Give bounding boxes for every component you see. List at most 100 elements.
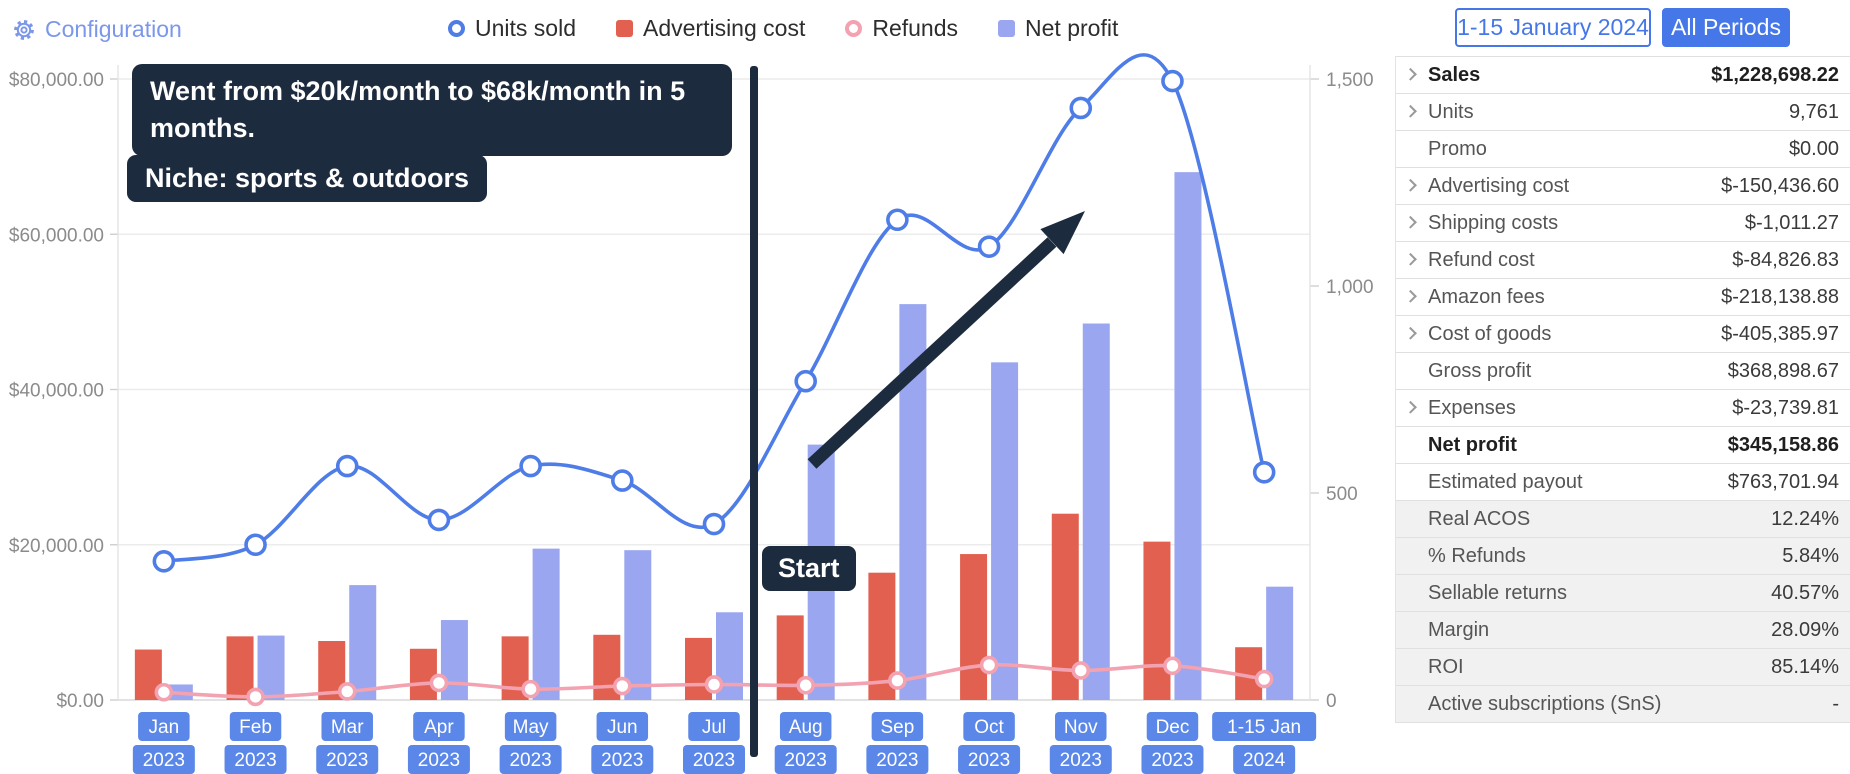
svg-text:Jan: Jan bbox=[149, 717, 180, 738]
metric-row-expenses[interactable]: Expenses $-23,739.81 bbox=[1396, 390, 1850, 427]
legend-item-units-sold[interactable]: Units sold bbox=[448, 15, 576, 42]
gear-icon bbox=[14, 19, 34, 40]
square-marker-icon bbox=[615, 20, 633, 37]
configuration-label: Configuration bbox=[45, 16, 182, 42]
metric-value: $763,701.94 bbox=[1727, 470, 1839, 493]
metric-label: Refund cost bbox=[1428, 248, 1535, 271]
metric-row-amazon-fees[interactable]: Amazon fees $-218,138.88 bbox=[1396, 279, 1850, 316]
net-profit-bars bbox=[165, 172, 1294, 700]
svg-text:2023: 2023 bbox=[1151, 750, 1193, 771]
metric-row-cost-of-goods[interactable]: Cost of goods $-405,385.97 bbox=[1396, 316, 1850, 353]
annotation-growth: Went from $20k/month to $68k/month in 5 … bbox=[132, 64, 732, 156]
legend-item-advertising-cost[interactable]: Advertising cost bbox=[615, 15, 806, 42]
configuration-link[interactable]: Configuration bbox=[12, 16, 182, 43]
metric-value: 28.09% bbox=[1771, 618, 1839, 641]
svg-text:Sep: Sep bbox=[880, 717, 914, 738]
metric-value: 9,761 bbox=[1788, 100, 1839, 123]
metric-row-refund-cost[interactable]: Refund cost $-84,826.83 bbox=[1396, 242, 1850, 279]
svg-text:500: 500 bbox=[1326, 484, 1358, 505]
chart-legend: Units sold Advertising cost Refunds Net pro… bbox=[448, 15, 1118, 42]
svg-text:Oct: Oct bbox=[974, 717, 1004, 738]
refunds-line bbox=[154, 655, 1274, 707]
metric-label: Sales bbox=[1428, 63, 1481, 86]
metric-label: Active subscriptions (SnS) bbox=[1428, 692, 1662, 715]
chart-axes: $0.00 $20,000.00 $40,000.00 $60,000.00 $80,0… bbox=[9, 65, 1374, 712]
circle-marker-icon bbox=[845, 20, 863, 37]
metrics-panel: Sales $1,228,698.22 Units 9,761 Promo $0.00 Ad… bbox=[1395, 56, 1850, 723]
svg-text:2023: 2023 bbox=[601, 750, 643, 771]
svg-text:$0.00: $0.00 bbox=[56, 691, 104, 712]
metric-label: Sellable returns bbox=[1428, 581, 1567, 604]
metric-value: $-150,436.60 bbox=[1721, 174, 1839, 197]
metric-row-sales[interactable]: Sales $1,228,698.22 bbox=[1396, 57, 1850, 94]
svg-text:2023: 2023 bbox=[693, 750, 735, 771]
metric-row-active-subscriptions-sns-: Active subscriptions (SnS) - bbox=[1396, 686, 1850, 723]
metric-row-gross-profit: Gross profit $368,898.67 bbox=[1396, 353, 1850, 390]
metric-label: Shipping costs bbox=[1428, 211, 1559, 234]
metric-label: ROI bbox=[1428, 655, 1464, 678]
period-button[interactable]: 1-15 January 2024 bbox=[1455, 8, 1651, 47]
metric-label: Net profit bbox=[1428, 433, 1517, 456]
metric-value: - bbox=[1832, 692, 1839, 715]
metric-row-roi: ROI 85.14% bbox=[1396, 649, 1850, 686]
metric-value: 85.14% bbox=[1771, 655, 1839, 678]
metric-label: Gross profit bbox=[1428, 359, 1532, 382]
growth-arrow bbox=[807, 237, 1057, 469]
svg-text:May: May bbox=[513, 717, 549, 738]
metric-row-units[interactable]: Units 9,761 bbox=[1396, 94, 1850, 131]
legend-item-refunds[interactable]: Refunds bbox=[845, 15, 958, 42]
metric-label: Advertising cost bbox=[1428, 174, 1570, 197]
metric-row-shipping-costs[interactable]: Shipping costs $-1,011.27 bbox=[1396, 205, 1850, 242]
metric-label: Amazon fees bbox=[1428, 285, 1545, 308]
svg-text:Aug: Aug bbox=[789, 717, 823, 738]
legend-label: Advertising cost bbox=[642, 15, 806, 41]
metric-value: $345,158.86 bbox=[1727, 433, 1839, 456]
metric-row-advertising-cost[interactable]: Advertising cost $-150,436.60 bbox=[1396, 168, 1850, 205]
metric-value: $-23,739.81 bbox=[1732, 396, 1839, 419]
metric-row-net-profit: Net profit $345,158.86 bbox=[1396, 427, 1850, 464]
metric-label: Units bbox=[1428, 100, 1474, 123]
svg-text:2023: 2023 bbox=[234, 750, 276, 771]
annotation-shapes bbox=[750, 66, 1085, 757]
metric-value: $368,898.67 bbox=[1727, 359, 1839, 382]
metric-label: Cost of goods bbox=[1428, 322, 1552, 345]
units-sold-line bbox=[152, 53, 1276, 573]
svg-text:2023: 2023 bbox=[509, 750, 551, 771]
svg-text:$80,000.00: $80,000.00 bbox=[9, 70, 104, 91]
metric-value: $0.00 bbox=[1788, 137, 1839, 160]
svg-text:1,000: 1,000 bbox=[1326, 277, 1374, 298]
all-periods-button[interactable]: All Periods bbox=[1662, 8, 1790, 47]
metric-row--refunds: % Refunds 5.84% bbox=[1396, 538, 1850, 575]
metric-value: 5.84% bbox=[1782, 544, 1839, 567]
metric-label: Expenses bbox=[1428, 396, 1516, 419]
metric-value: $1,228,698.22 bbox=[1711, 63, 1839, 86]
annotation-niche: Niche: sports & outdoors bbox=[127, 155, 488, 202]
legend-item-net-profit[interactable]: Net profit bbox=[998, 15, 1118, 42]
metric-row-real-acos: Real ACOS 12.24% bbox=[1396, 501, 1850, 538]
x-axis-labels: Jan 2023 Feb 2023 Mar 2023 Apr 2023 May 2023 Jun 20… bbox=[132, 712, 1317, 774]
growth-arrow-head bbox=[1040, 211, 1085, 255]
svg-text:2023: 2023 bbox=[876, 750, 918, 771]
metric-value: $-405,385.97 bbox=[1721, 322, 1839, 345]
legend-label: Net profit bbox=[1025, 15, 1119, 41]
svg-text:Mar: Mar bbox=[331, 717, 364, 738]
metric-value: 40.57% bbox=[1771, 581, 1839, 604]
svg-text:2023: 2023 bbox=[785, 750, 827, 771]
svg-text:Jul: Jul bbox=[702, 717, 726, 738]
metric-value: $-218,138.88 bbox=[1721, 285, 1839, 308]
svg-text:Nov: Nov bbox=[1064, 717, 1098, 738]
annotation-start: Start bbox=[762, 546, 856, 591]
svg-text:2023: 2023 bbox=[1060, 750, 1102, 771]
svg-text:Dec: Dec bbox=[1156, 717, 1190, 738]
metric-label: Promo bbox=[1428, 137, 1487, 160]
svg-text:1-15 Jan: 1-15 Jan bbox=[1227, 717, 1301, 738]
square-marker-icon bbox=[998, 20, 1016, 37]
metric-row-promo: Promo $0.00 bbox=[1396, 131, 1850, 168]
circle-marker-icon bbox=[448, 20, 465, 37]
svg-text:Jun: Jun bbox=[607, 717, 638, 738]
svg-text:2023: 2023 bbox=[418, 750, 460, 771]
start-divider-line bbox=[750, 66, 758, 757]
metric-row-estimated-payout: Estimated payout $763,701.94 bbox=[1396, 464, 1850, 501]
